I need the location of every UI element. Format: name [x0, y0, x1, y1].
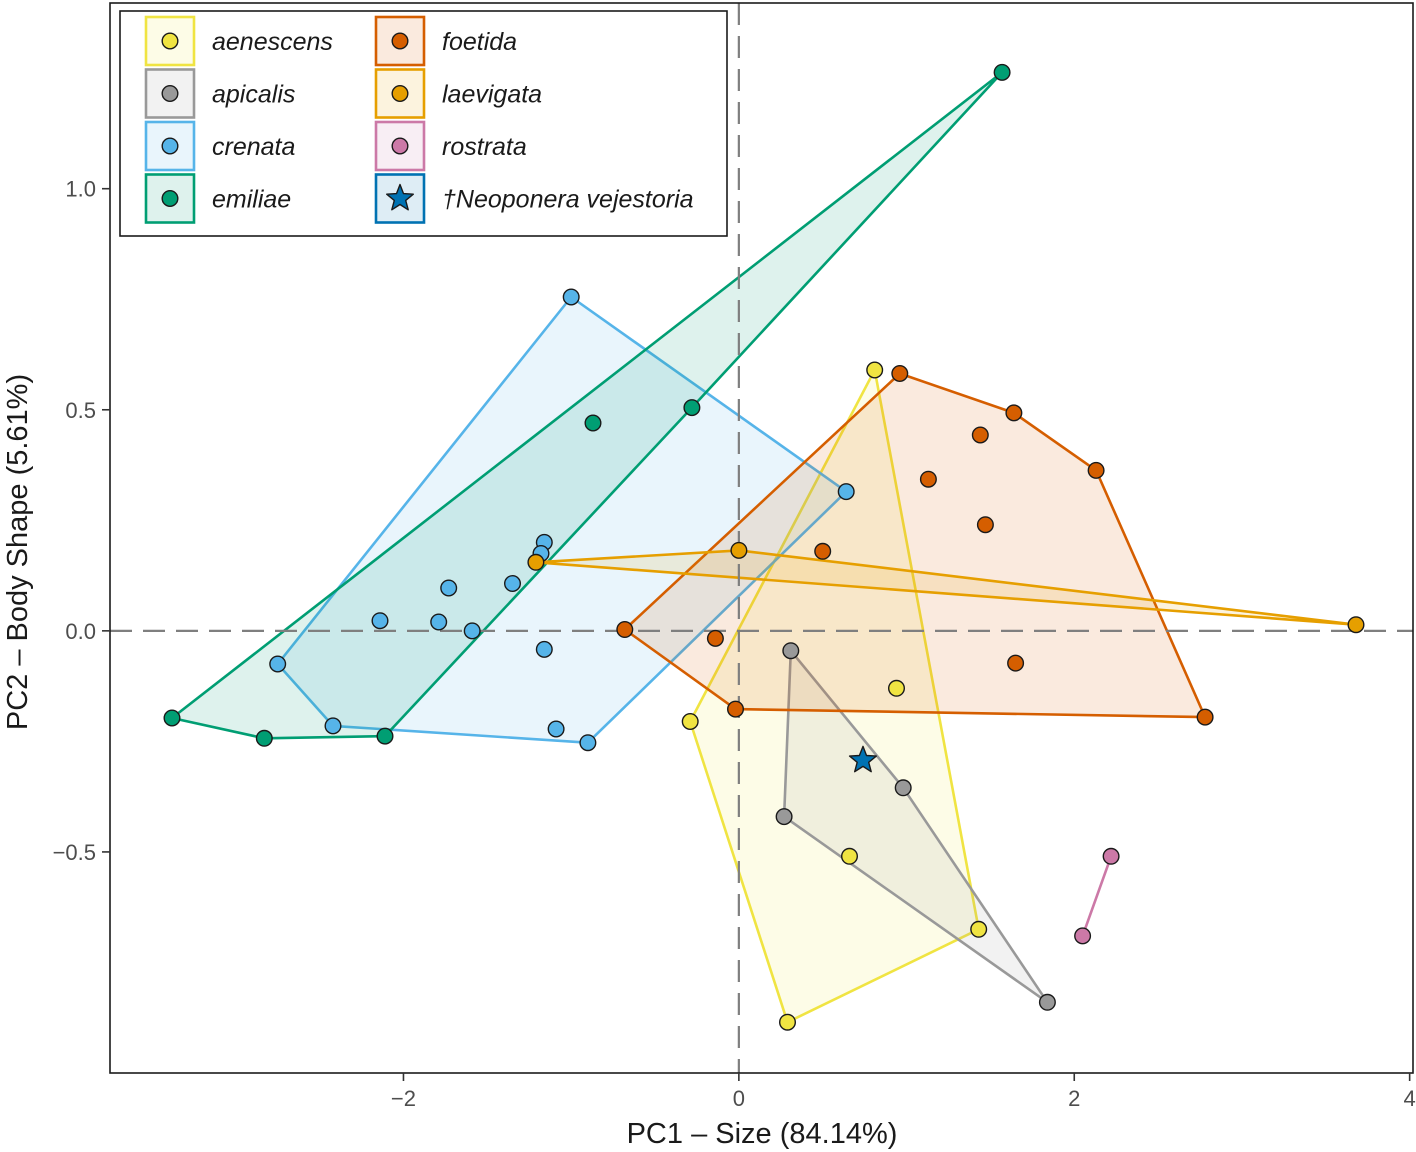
x-tick-label: 4	[1404, 1086, 1416, 1111]
point-crenata	[269, 655, 287, 673]
hull-laevigata	[534, 549, 1358, 627]
point-rostrata	[1074, 927, 1092, 945]
point-apicalis	[775, 808, 793, 826]
point-crenata	[837, 483, 855, 501]
point-aenescens	[888, 679, 906, 697]
legend-circle-icon	[391, 84, 409, 102]
legend-circle-icon	[161, 32, 179, 50]
point-foetida	[919, 470, 937, 488]
point-foetida	[891, 365, 909, 383]
legend: aenescens apicalis crenata emiliae foetida la…	[119, 10, 728, 237]
point-rostrata	[1102, 847, 1120, 865]
point-laevigata	[730, 541, 748, 559]
y-axis-title: PC2 – Body Shape (5.61%)	[2, 374, 34, 730]
point-foetida	[1005, 404, 1023, 422]
point-emiliae	[163, 709, 181, 727]
y-tick-label: 0.5	[65, 398, 96, 423]
point-foetida	[1007, 654, 1025, 672]
point-apicalis	[782, 642, 800, 660]
point-emiliae	[683, 399, 701, 417]
point-crenata	[324, 717, 342, 735]
point-apicalis	[1038, 993, 1056, 1011]
legend-label: †Neoponera vejestoria	[442, 186, 694, 214]
x-tick-label: 2	[1068, 1086, 1080, 1111]
point-crenata	[579, 734, 597, 752]
legend-item-neoponera-vejestoria: †Neoponera vejestoria	[374, 173, 694, 224]
y-tick-label: 1.0	[65, 177, 96, 202]
legend-label: emiliae	[212, 186, 291, 214]
point-emiliae	[584, 414, 602, 432]
point-foetida	[1087, 461, 1105, 479]
legend-label: foetida	[442, 28, 517, 56]
legend-item-apicalis: apicalis	[144, 68, 295, 119]
point-foetida	[727, 700, 745, 718]
point-fossil-star	[848, 745, 877, 773]
point-crenata	[547, 720, 565, 738]
point-foetida	[976, 516, 994, 534]
point-emiliae	[993, 63, 1011, 81]
point-foetida	[706, 629, 724, 647]
legend-circle-icon	[161, 137, 179, 155]
x-tick-label: 0	[733, 1086, 745, 1111]
legend-item-foetida: foetida	[374, 15, 517, 67]
legend-circle-icon	[161, 189, 179, 207]
legend-label: laevigata	[442, 81, 542, 109]
axes: −2 0 2 4 −0.5 0.0 0.5 1.0	[53, 2, 1416, 1111]
point-laevigata	[1347, 616, 1365, 634]
point-foetida	[971, 426, 989, 444]
point-crenata	[371, 612, 389, 630]
legend-circle-icon	[391, 32, 409, 50]
legend-star-icon	[386, 183, 414, 211]
legend-item-crenata: crenata	[144, 120, 295, 172]
point-crenata	[535, 640, 553, 658]
point-foetida	[814, 542, 832, 560]
y-tick-label: −0.5	[53, 840, 96, 865]
legend-item-aenescens: aenescens	[144, 15, 333, 67]
point-emiliae	[255, 729, 273, 747]
point-aenescens	[779, 1013, 797, 1031]
y-tick-label: 0.0	[65, 619, 96, 644]
point-crenata	[562, 288, 580, 306]
point-aenescens	[970, 920, 988, 938]
hull-emiliae	[170, 71, 1004, 740]
point-crenata	[463, 622, 481, 640]
plot-area	[110, 3, 1413, 1073]
legend-circle-icon	[161, 84, 179, 102]
point-crenata	[440, 579, 458, 597]
legend-circle-icon	[391, 137, 409, 155]
point-apicalis	[894, 779, 912, 797]
point-crenata	[430, 613, 448, 631]
legend-label: aenescens	[212, 28, 333, 56]
panel-border	[109, 2, 1414, 1074]
point-foetida	[1196, 708, 1214, 726]
legend-label: crenata	[212, 133, 295, 161]
legend-item-rostrata: rostrata	[374, 120, 527, 172]
legend-item-laevigata: laevigata	[374, 68, 542, 119]
point-laevigata	[527, 553, 545, 571]
point-aenescens	[866, 361, 884, 379]
point-aenescens	[681, 713, 699, 731]
point-crenata	[504, 575, 522, 593]
x-axis-title: PC1 – Size (84.14%)	[627, 1118, 898, 1150]
hull-rostrata	[1081, 855, 1113, 937]
legend-item-emiliae: emiliae	[144, 173, 291, 224]
x-tick-label: −2	[391, 1086, 416, 1111]
point-foetida	[616, 621, 634, 639]
point-emiliae	[376, 727, 394, 745]
legend-label: apicalis	[212, 81, 295, 109]
legend-label: rostrata	[442, 133, 527, 161]
point-aenescens	[841, 847, 859, 865]
